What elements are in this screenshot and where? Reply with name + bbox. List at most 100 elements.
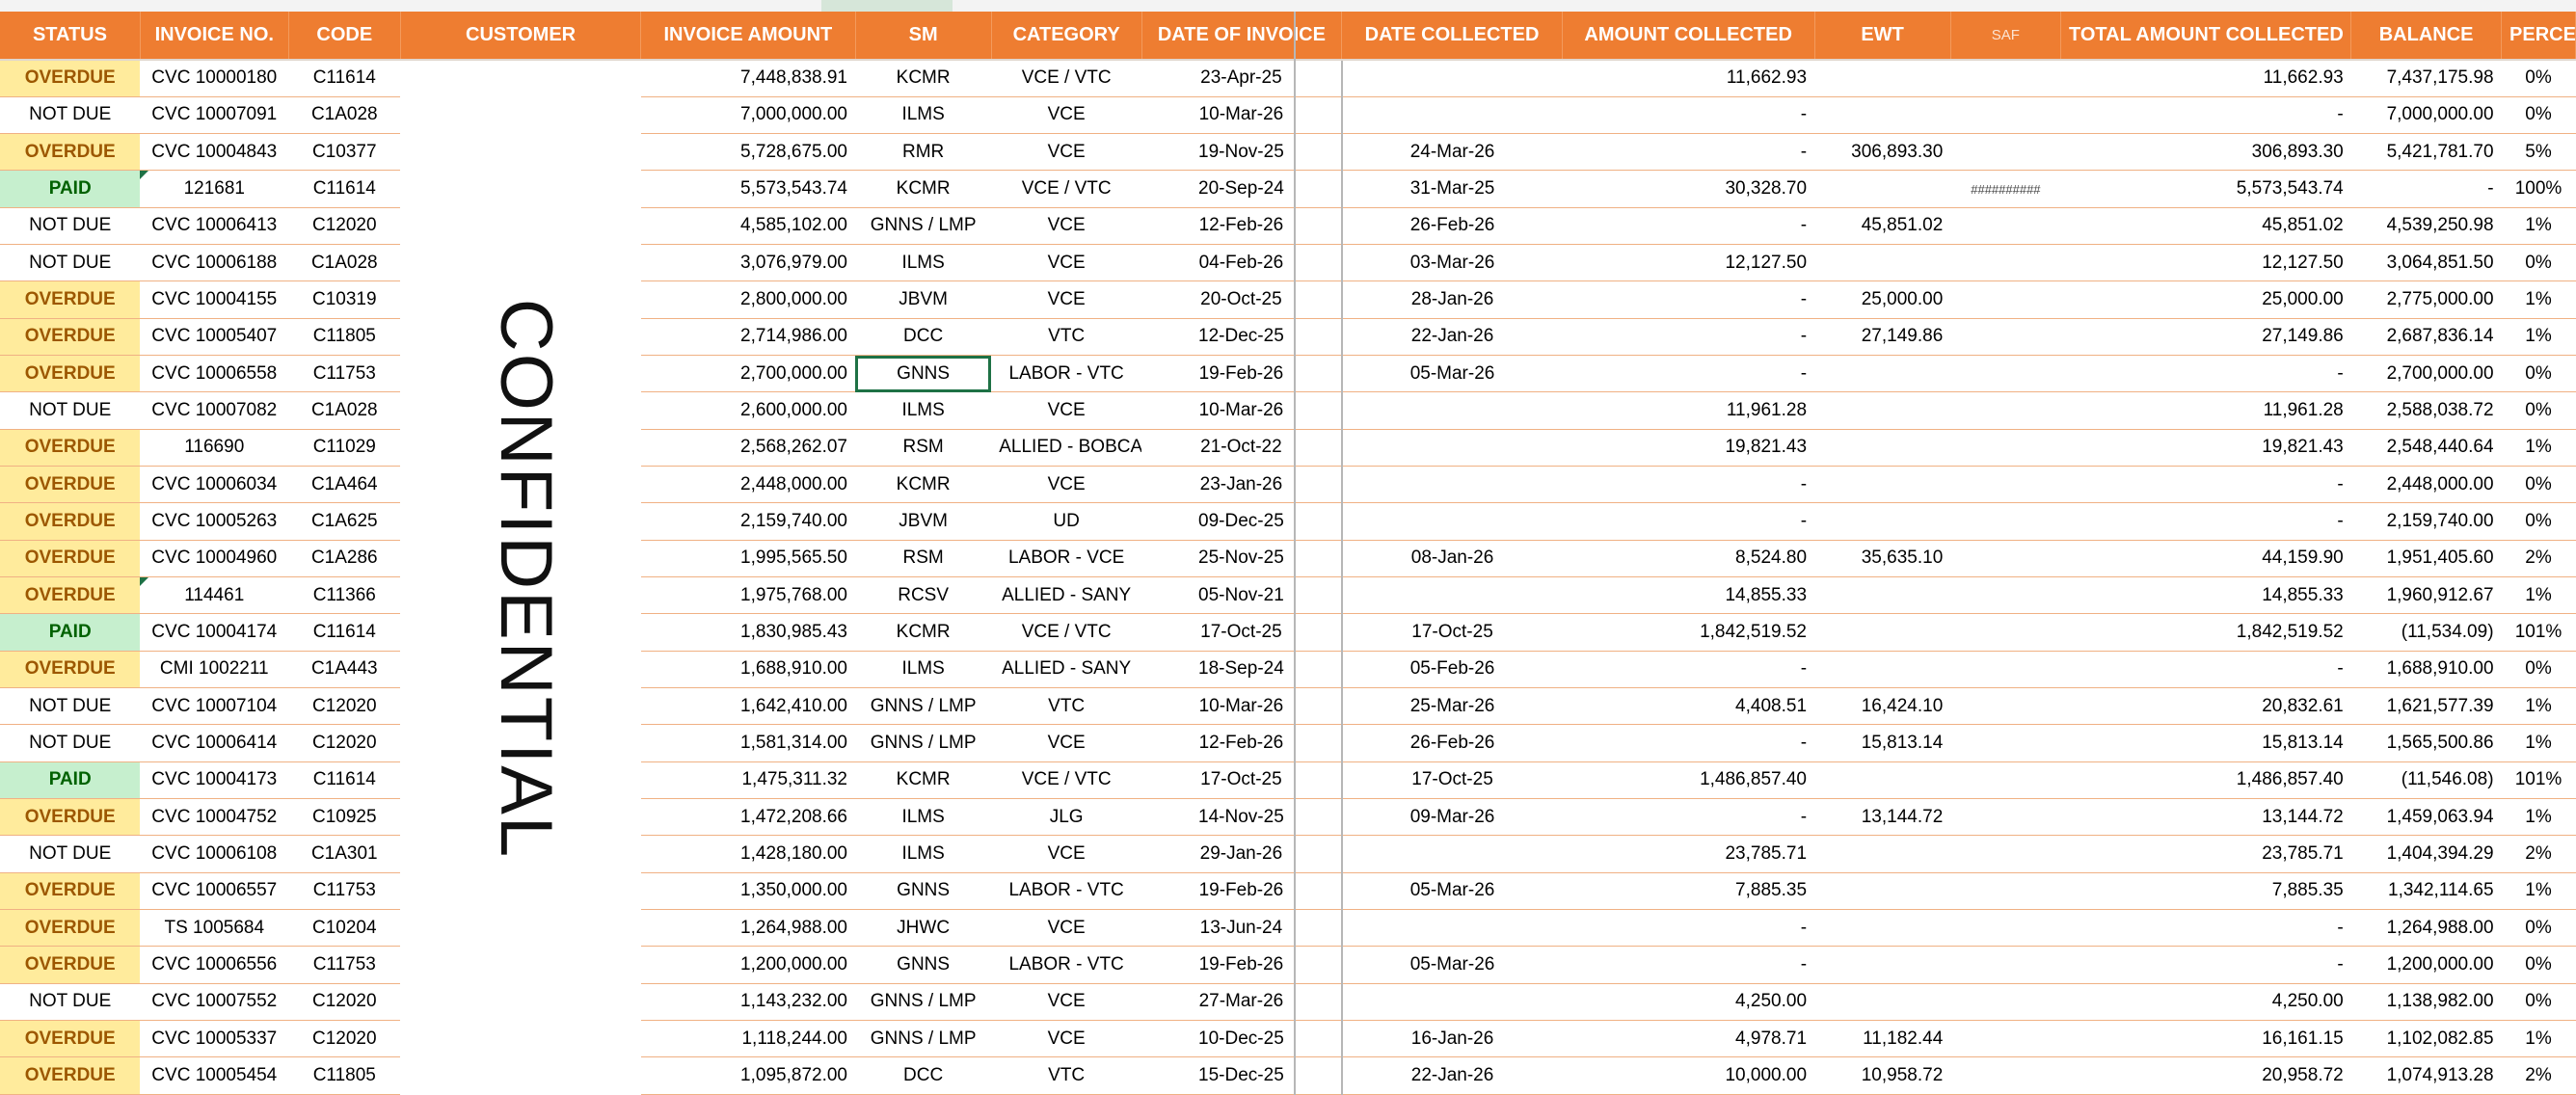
invoice-no-cell[interactable]: CVC 10004173	[140, 761, 289, 800]
saf-cell[interactable]	[1950, 1056, 2061, 1095]
date-collected-cell[interactable]	[1340, 391, 1563, 430]
sm-cell[interactable]: GNNS	[855, 355, 992, 393]
percentage-cell[interactable]: 0%	[2501, 466, 2576, 504]
percentage-cell[interactable]: 101%	[2501, 613, 2576, 652]
total-amount-collected-cell[interactable]: 11,662.93	[2060, 60, 2351, 97]
date-collected-cell[interactable]	[1340, 96, 1563, 135]
customer-cell[interactable]	[400, 429, 641, 467]
status-cell[interactable]: OVERDUE	[0, 60, 141, 97]
code-cell[interactable]: C11753	[288, 872, 401, 911]
total-amount-collected-cell[interactable]: 306,893.30	[2060, 133, 2351, 172]
invoice-no-cell[interactable]: CVC 10004752	[140, 798, 289, 837]
balance-cell[interactable]: 1,342,114.65	[2350, 872, 2502, 911]
total-amount-collected-cell[interactable]: -	[2060, 466, 2351, 504]
date-collected-cell[interactable]: 22-Jan-26	[1340, 1056, 1563, 1095]
customer-cell[interactable]	[400, 355, 641, 392]
date-of-invoice-cell[interactable]: 10-Mar-26	[1141, 687, 1342, 726]
balance-cell[interactable]: 2,448,000.00	[2350, 466, 2502, 504]
code-cell[interactable]: C11805	[288, 1056, 401, 1095]
date-collected-cell[interactable]	[1340, 835, 1563, 873]
percentage-cell[interactable]: 0%	[2501, 244, 2576, 282]
customer-cell[interactable]	[400, 1056, 641, 1095]
amount-collected-cell[interactable]: 19,821.43	[1562, 429, 1815, 467]
date-collected-cell[interactable]: 16-Jan-26	[1340, 1020, 1563, 1058]
code-cell[interactable]: C11805	[288, 318, 401, 357]
sm-cell[interactable]: GNNS / LMP	[855, 724, 992, 762]
date-of-invoice-cell[interactable]: 18-Sep-24	[1141, 651, 1342, 689]
sm-cell[interactable]: ILMS	[855, 391, 992, 430]
date-collected-cell[interactable]: 05-Mar-26	[1340, 355, 1563, 393]
customer-cell[interactable]	[400, 466, 641, 503]
total-amount-collected-cell[interactable]: 20,958.72	[2060, 1056, 2351, 1095]
date-collected-cell[interactable]: 31-Mar-25	[1340, 170, 1563, 208]
date-collected-cell[interactable]	[1340, 466, 1563, 504]
amount-collected-cell[interactable]: 23,785.71	[1562, 835, 1815, 873]
customer-cell[interactable]	[400, 170, 641, 208]
category-cell[interactable]: VCE	[991, 983, 1142, 1022]
amount-collected-cell[interactable]: -	[1562, 355, 1815, 393]
status-cell[interactable]: OVERDUE	[0, 872, 141, 911]
date-of-invoice-cell[interactable]: 20-Oct-25	[1141, 280, 1342, 319]
amount-collected-cell[interactable]: -	[1562, 207, 1815, 246]
sm-cell[interactable]: ILMS	[855, 96, 992, 135]
code-cell[interactable]: C12020	[288, 983, 401, 1022]
status-cell[interactable]: OVERDUE	[0, 502, 141, 541]
date-of-invoice-cell[interactable]: 10-Mar-26	[1141, 96, 1342, 135]
code-cell[interactable]: C1A301	[288, 835, 401, 873]
category-cell[interactable]: VCE	[991, 724, 1142, 762]
date-of-invoice-cell[interactable]: 19-Feb-26	[1141, 872, 1342, 911]
category-cell[interactable]: ALLIED - BOBCAT	[991, 429, 1142, 467]
sm-cell[interactable]: ILMS	[855, 651, 992, 689]
ewt-cell[interactable]	[1814, 576, 1951, 615]
header-total-amount-collected[interactable]: TOTAL AMOUNT COLLECTED	[2060, 12, 2352, 61]
invoice-no-cell[interactable]: CVC 10006556	[140, 946, 289, 984]
saf-cell[interactable]	[1950, 280, 2061, 319]
balance-cell[interactable]: (11,534.09)	[2350, 613, 2502, 652]
category-cell[interactable]: VCE	[991, 133, 1142, 172]
amount-collected-cell[interactable]: -	[1562, 724, 1815, 762]
customer-cell[interactable]	[400, 540, 641, 577]
amount-collected-cell[interactable]: 10,000.00	[1562, 1056, 1815, 1095]
invoice-amount-cell[interactable]: 1,581,314.00	[640, 724, 855, 762]
date-of-invoice-cell[interactable]: 21-Oct-22	[1141, 429, 1342, 467]
invoice-amount-cell[interactable]: 2,159,740.00	[640, 502, 855, 541]
invoice-amount-cell[interactable]: 5,573,543.74	[640, 170, 855, 208]
date-collected-cell[interactable]: 17-Oct-25	[1340, 613, 1563, 652]
saf-cell[interactable]	[1950, 60, 2061, 97]
status-cell[interactable]: OVERDUE	[0, 909, 141, 948]
header-code[interactable]: CODE	[288, 12, 401, 61]
customer-cell[interactable]	[400, 798, 641, 836]
balance-cell[interactable]: 1,565,500.86	[2350, 724, 2502, 762]
category-cell[interactable]: VCE	[991, 244, 1142, 282]
ewt-cell[interactable]	[1814, 613, 1951, 652]
status-cell[interactable]: NOT DUE	[0, 687, 141, 726]
date-collected-cell[interactable]: 25-Mar-26	[1340, 687, 1563, 726]
invoice-no-cell[interactable]: CVC 10007104	[140, 687, 289, 726]
invoice-amount-cell[interactable]: 1,350,000.00	[640, 872, 855, 911]
sm-cell[interactable]: RSM	[855, 540, 992, 578]
date-of-invoice-cell[interactable]: 25-Nov-25	[1141, 540, 1342, 578]
code-cell[interactable]: C11614	[288, 761, 401, 800]
percentage-cell[interactable]: 0%	[2501, 96, 2576, 135]
saf-cell[interactable]	[1950, 207, 2061, 246]
percentage-cell[interactable]: 0%	[2501, 355, 2576, 393]
date-of-invoice-cell[interactable]: 15-Dec-25	[1141, 1056, 1342, 1095]
invoice-no-cell[interactable]: CVC 10000180	[140, 60, 289, 97]
amount-collected-cell[interactable]: 4,250.00	[1562, 983, 1815, 1022]
customer-cell[interactable]	[400, 983, 641, 1021]
percentage-cell[interactable]: 0%	[2501, 983, 2576, 1022]
category-cell[interactable]: VTC	[991, 318, 1142, 357]
total-amount-collected-cell[interactable]: 1,486,857.40	[2060, 761, 2351, 800]
balance-cell[interactable]: -	[2350, 170, 2502, 208]
saf-cell[interactable]	[1950, 909, 2061, 948]
category-cell[interactable]: ALLIED - SANY	[991, 576, 1142, 615]
amount-collected-cell[interactable]: -	[1562, 133, 1815, 172]
invoice-no-cell[interactable]: CVC 10006188	[140, 244, 289, 282]
sm-cell[interactable]: KCMR	[855, 60, 992, 97]
code-cell[interactable]: C1A028	[288, 96, 401, 135]
invoice-amount-cell[interactable]: 1,472,208.66	[640, 798, 855, 837]
sm-cell[interactable]: DCC	[855, 1056, 992, 1095]
status-cell[interactable]: OVERDUE	[0, 540, 141, 578]
saf-cell[interactable]	[1950, 318, 2061, 357]
percentage-cell[interactable]: 2%	[2501, 835, 2576, 873]
